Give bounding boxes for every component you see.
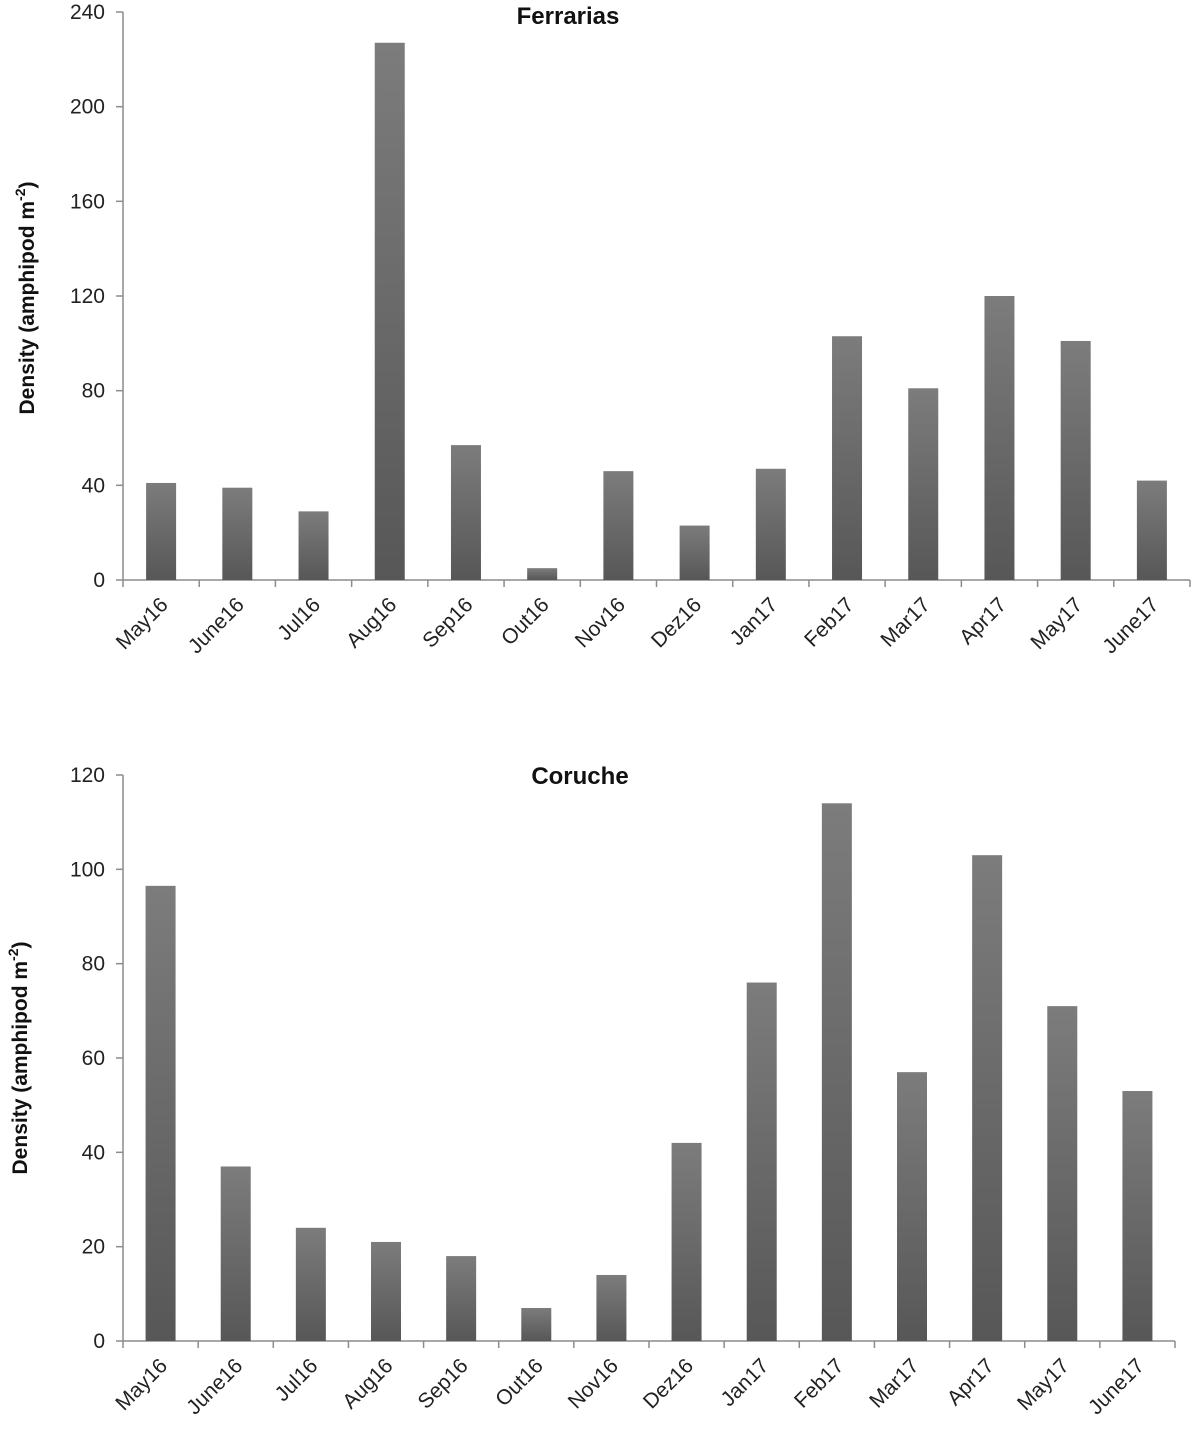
bar-out16: [527, 568, 558, 580]
bar-mar17: [897, 1072, 927, 1341]
bar-out16: [521, 1307, 552, 1341]
x-tick-label: Apr17: [943, 1354, 999, 1410]
x-tick-label: Out16: [491, 1354, 548, 1411]
chart-title: Ferrarias: [517, 3, 620, 30]
x-tick-label: Sep16: [418, 593, 477, 652]
bar-nov16: [596, 1274, 627, 1341]
bar-june16: [222, 487, 253, 580]
bar-june17: [1122, 1091, 1153, 1341]
y-tick-label: 40: [82, 1141, 105, 1164]
y-tick-label: 100: [70, 858, 105, 881]
bar-aug16: [371, 1241, 401, 1341]
x-tick-label: Apr17: [955, 593, 1011, 649]
bar-jan17: [755, 468, 786, 580]
x-tick-label: June16: [182, 1354, 247, 1419]
x-tick-label: June16: [184, 593, 249, 658]
x-tick-label: Jan17: [726, 593, 783, 650]
x-tick-label: Dez16: [647, 593, 706, 652]
x-tick-label: May16: [112, 593, 173, 654]
x-tick-label: Mar17: [865, 1354, 923, 1412]
bar-may16: [146, 482, 177, 580]
y-tick-label: 80: [82, 953, 105, 976]
x-tick-label: Mar17: [876, 593, 934, 651]
x-tick-label: Dez16: [639, 1354, 698, 1413]
y-tick-label: 0: [93, 569, 105, 592]
x-tick-label: Aug16: [342, 593, 401, 652]
x-tick-label: Out16: [497, 593, 554, 650]
x-tick-label: May16: [111, 1354, 172, 1415]
x-tick-label: Aug16: [338, 1354, 397, 1413]
x-tick-label: June17: [1098, 593, 1163, 658]
y-tick-label: 200: [70, 96, 105, 119]
y-tick-label: 0: [93, 1330, 105, 1353]
x-tick-label: Feb17: [790, 1354, 848, 1412]
bar-mar17: [908, 388, 939, 580]
x-tick-label: May17: [1013, 1354, 1074, 1415]
bar-sep16: [446, 1256, 477, 1341]
chart-ferrarias: Ferrarias Density (amphipod m-2) 0 40 80 12…: [0, 0, 1200, 720]
x-tick-label: Jul16: [273, 593, 325, 645]
x-tick-label: Jan17: [717, 1354, 774, 1411]
y-axis-title: Density (amphipod m-2): [12, 182, 39, 415]
bar-may17: [1047, 1006, 1078, 1341]
x-tick-label: Nov16: [571, 593, 630, 652]
y-tick-label: 120: [70, 764, 105, 787]
bar-dez16: [671, 1142, 702, 1341]
bar-aug16: [374, 42, 405, 581]
y-tick-label: 80: [82, 380, 105, 403]
chart-coruche: Coruche Density (amphipod m-2) 0 20 40 60 80…: [0, 740, 1200, 1449]
y-tick-label: 120: [70, 285, 105, 308]
bar-dez16: [679, 525, 710, 580]
x-tick-label: Feb17: [800, 593, 858, 651]
x-tick-label: June17: [1084, 1354, 1149, 1419]
bar-may16: [145, 885, 176, 1341]
bar-jul16: [295, 1227, 326, 1341]
bar-feb17: [821, 803, 852, 1341]
bar-june17: [1136, 480, 1167, 580]
chart-title: Coruche: [531, 763, 628, 790]
y-tick-label: 160: [70, 190, 105, 213]
bar-apr17: [972, 855, 1003, 1341]
bar-feb17: [832, 336, 863, 580]
bar-sep16: [450, 445, 481, 580]
bar-jul16: [298, 511, 329, 580]
bar-may17: [1060, 340, 1091, 580]
y-tick-label: 60: [82, 1047, 105, 1070]
bar-apr17: [984, 296, 1015, 580]
chart-coruche-svg: Coruche Density (amphipod m-2) 0 20 40 60 80…: [5, 763, 1176, 1419]
bar-nov16: [603, 471, 634, 580]
x-tick-label: May17: [1026, 593, 1087, 654]
y-axis-title: Density (amphipod m-2): [5, 942, 32, 1175]
chart-ferrarias-svg: Ferrarias Density (amphipod m-2) 0 40 80 12…: [12, 1, 1191, 658]
x-tick-label: Sep16: [413, 1354, 472, 1413]
x-tick-label: Jul16: [271, 1354, 323, 1406]
bar-jan17: [746, 982, 777, 1341]
bar-june16: [220, 1166, 251, 1341]
y-tick-label: 40: [82, 474, 105, 497]
x-tick-label: Nov16: [564, 1354, 623, 1413]
y-tick-label: 240: [70, 1, 105, 24]
y-tick-label: 20: [82, 1236, 105, 1259]
